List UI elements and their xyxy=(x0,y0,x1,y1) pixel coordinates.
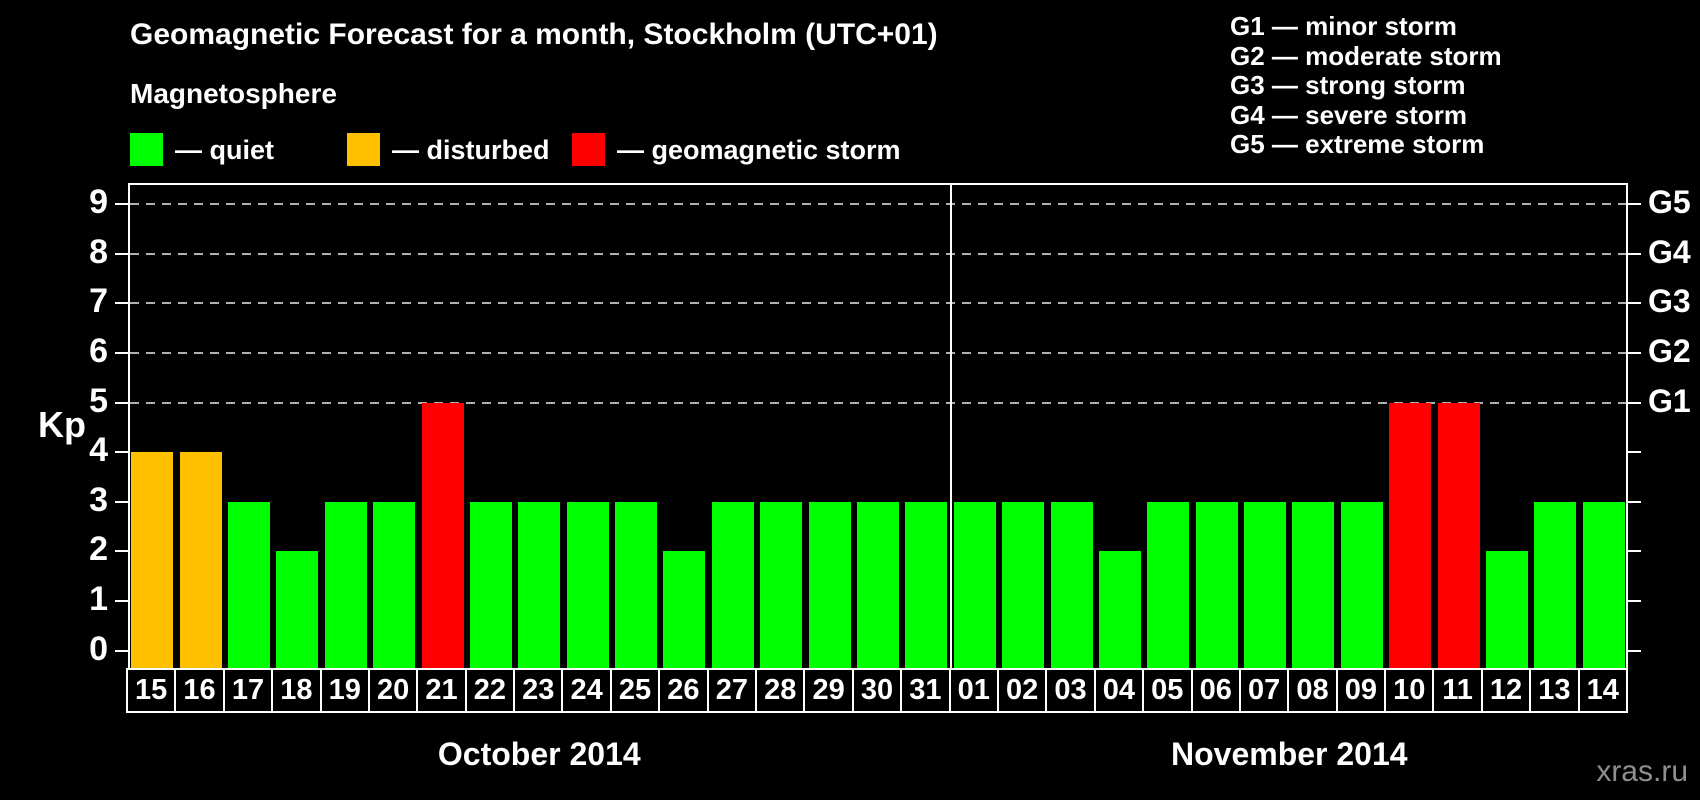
right-axis-label-g1: G1 xyxy=(1648,382,1691,419)
left-tick-0 xyxy=(115,649,128,652)
left-tick-4 xyxy=(115,451,128,454)
ytick-label-3: 3 xyxy=(89,480,108,519)
storm-scale-line-3: G3 — strong storm xyxy=(1230,70,1466,101)
magnetosphere-subtitle: Magnetosphere xyxy=(130,78,337,109)
day-label-10: 10 xyxy=(1386,668,1435,713)
day-label-12: 12 xyxy=(1482,668,1532,713)
ytick-label-1: 1 xyxy=(89,579,108,618)
right-axis-label-g2: G2 xyxy=(1648,332,1691,369)
storm-swatch-icon xyxy=(572,133,605,166)
right-tick-9 xyxy=(1628,203,1641,206)
day-label-04: 04 xyxy=(1095,668,1145,713)
day-label-05: 05 xyxy=(1144,668,1193,713)
right-tick-0 xyxy=(1628,649,1641,652)
day-label-23: 23 xyxy=(515,668,564,713)
right-tick-5 xyxy=(1628,401,1641,404)
day-label-19: 19 xyxy=(321,668,370,713)
month-label-0: October 2014 xyxy=(437,736,641,772)
day-label-13: 13 xyxy=(1531,668,1580,713)
day-axis-row: 15 16 17 18 19 20 21 22 23 24 25 26 27 28 29 30 31 01 02 03… xyxy=(126,668,1628,713)
right-tick-6 xyxy=(1628,351,1641,354)
right-tick-3 xyxy=(1628,500,1641,503)
right-tick-1 xyxy=(1628,599,1641,602)
left-tick-2 xyxy=(115,550,128,553)
day-label-22: 22 xyxy=(466,668,516,713)
left-tick-3 xyxy=(115,500,128,503)
right-tick-8 xyxy=(1628,252,1641,255)
day-label-01: 01 xyxy=(950,668,999,713)
right-tick-7 xyxy=(1628,302,1641,305)
ytick-label-0: 0 xyxy=(89,629,108,668)
storm-scale-line-5: G5 — extreme storm xyxy=(1230,129,1485,160)
left-tick-6 xyxy=(115,351,128,354)
quiet-swatch-icon xyxy=(130,133,163,166)
day-label-02: 02 xyxy=(998,668,1048,713)
day-label-07: 07 xyxy=(1240,668,1290,713)
left-tick-8 xyxy=(115,252,128,255)
month-label-1: November 2014 xyxy=(1170,736,1408,772)
right-tick-4 xyxy=(1628,451,1641,454)
day-label-31: 31 xyxy=(902,668,951,713)
left-tick-7 xyxy=(115,302,128,305)
left-tick-5 xyxy=(115,401,128,404)
day-label-28: 28 xyxy=(757,668,806,713)
day-label-27: 27 xyxy=(708,668,758,713)
day-label-20: 20 xyxy=(369,668,419,713)
ytick-label-8: 8 xyxy=(89,232,108,271)
ytick-label-6: 6 xyxy=(89,331,108,370)
day-label-06: 06 xyxy=(1192,668,1241,713)
right-axis-label-g5: G5 xyxy=(1648,184,1691,221)
ytick-label-9: 9 xyxy=(89,183,108,222)
storm-scale-line-2: G2 — moderate storm xyxy=(1230,40,1502,71)
day-label-21: 21 xyxy=(418,668,467,713)
disturbed-swatch-icon xyxy=(347,133,380,166)
day-label-11: 11 xyxy=(1434,668,1483,713)
day-label-17: 17 xyxy=(224,668,274,713)
page-title: Geomagnetic Forecast for a month, Stockh… xyxy=(130,18,938,51)
day-label-25: 25 xyxy=(611,668,661,713)
day-label-18: 18 xyxy=(273,668,322,713)
plot-area xyxy=(128,183,1628,668)
day-label-24: 24 xyxy=(563,668,612,713)
storm-scale-line-1: G1 — minor storm xyxy=(1230,11,1457,41)
day-label-08: 08 xyxy=(1289,668,1338,713)
day-label-09: 09 xyxy=(1337,668,1387,713)
day-label-26: 26 xyxy=(660,668,709,713)
day-label-14: 14 xyxy=(1579,668,1628,713)
left-tick-1 xyxy=(115,599,128,602)
day-label-30: 30 xyxy=(853,668,903,713)
legend-label-disturbed: — disturbed xyxy=(392,135,550,165)
day-label-15: 15 xyxy=(128,668,177,713)
storm-scale-line-4: G4 — severe storm xyxy=(1230,99,1468,130)
storm-scale-legend: G1 — minor storm G2 — moderate storm G3 — … xyxy=(1230,11,1502,160)
watermark: xras.ru xyxy=(1596,755,1688,788)
day-label-16: 16 xyxy=(176,668,225,713)
legend-label-storm: — geomagnetic storm xyxy=(617,135,901,165)
y-axis-label-kp: Kp xyxy=(38,404,86,445)
right-axis-label-g3: G3 xyxy=(1648,283,1691,320)
ytick-label-7: 7 xyxy=(89,282,108,321)
day-label-03: 03 xyxy=(1047,668,1096,713)
right-tick-2 xyxy=(1628,550,1641,553)
left-tick-9 xyxy=(115,203,128,206)
ytick-label-2: 2 xyxy=(89,530,108,569)
right-axis-label-g4: G4 xyxy=(1648,233,1691,270)
day-label-29: 29 xyxy=(805,668,854,713)
legend-label-quiet: — quiet xyxy=(175,135,274,165)
